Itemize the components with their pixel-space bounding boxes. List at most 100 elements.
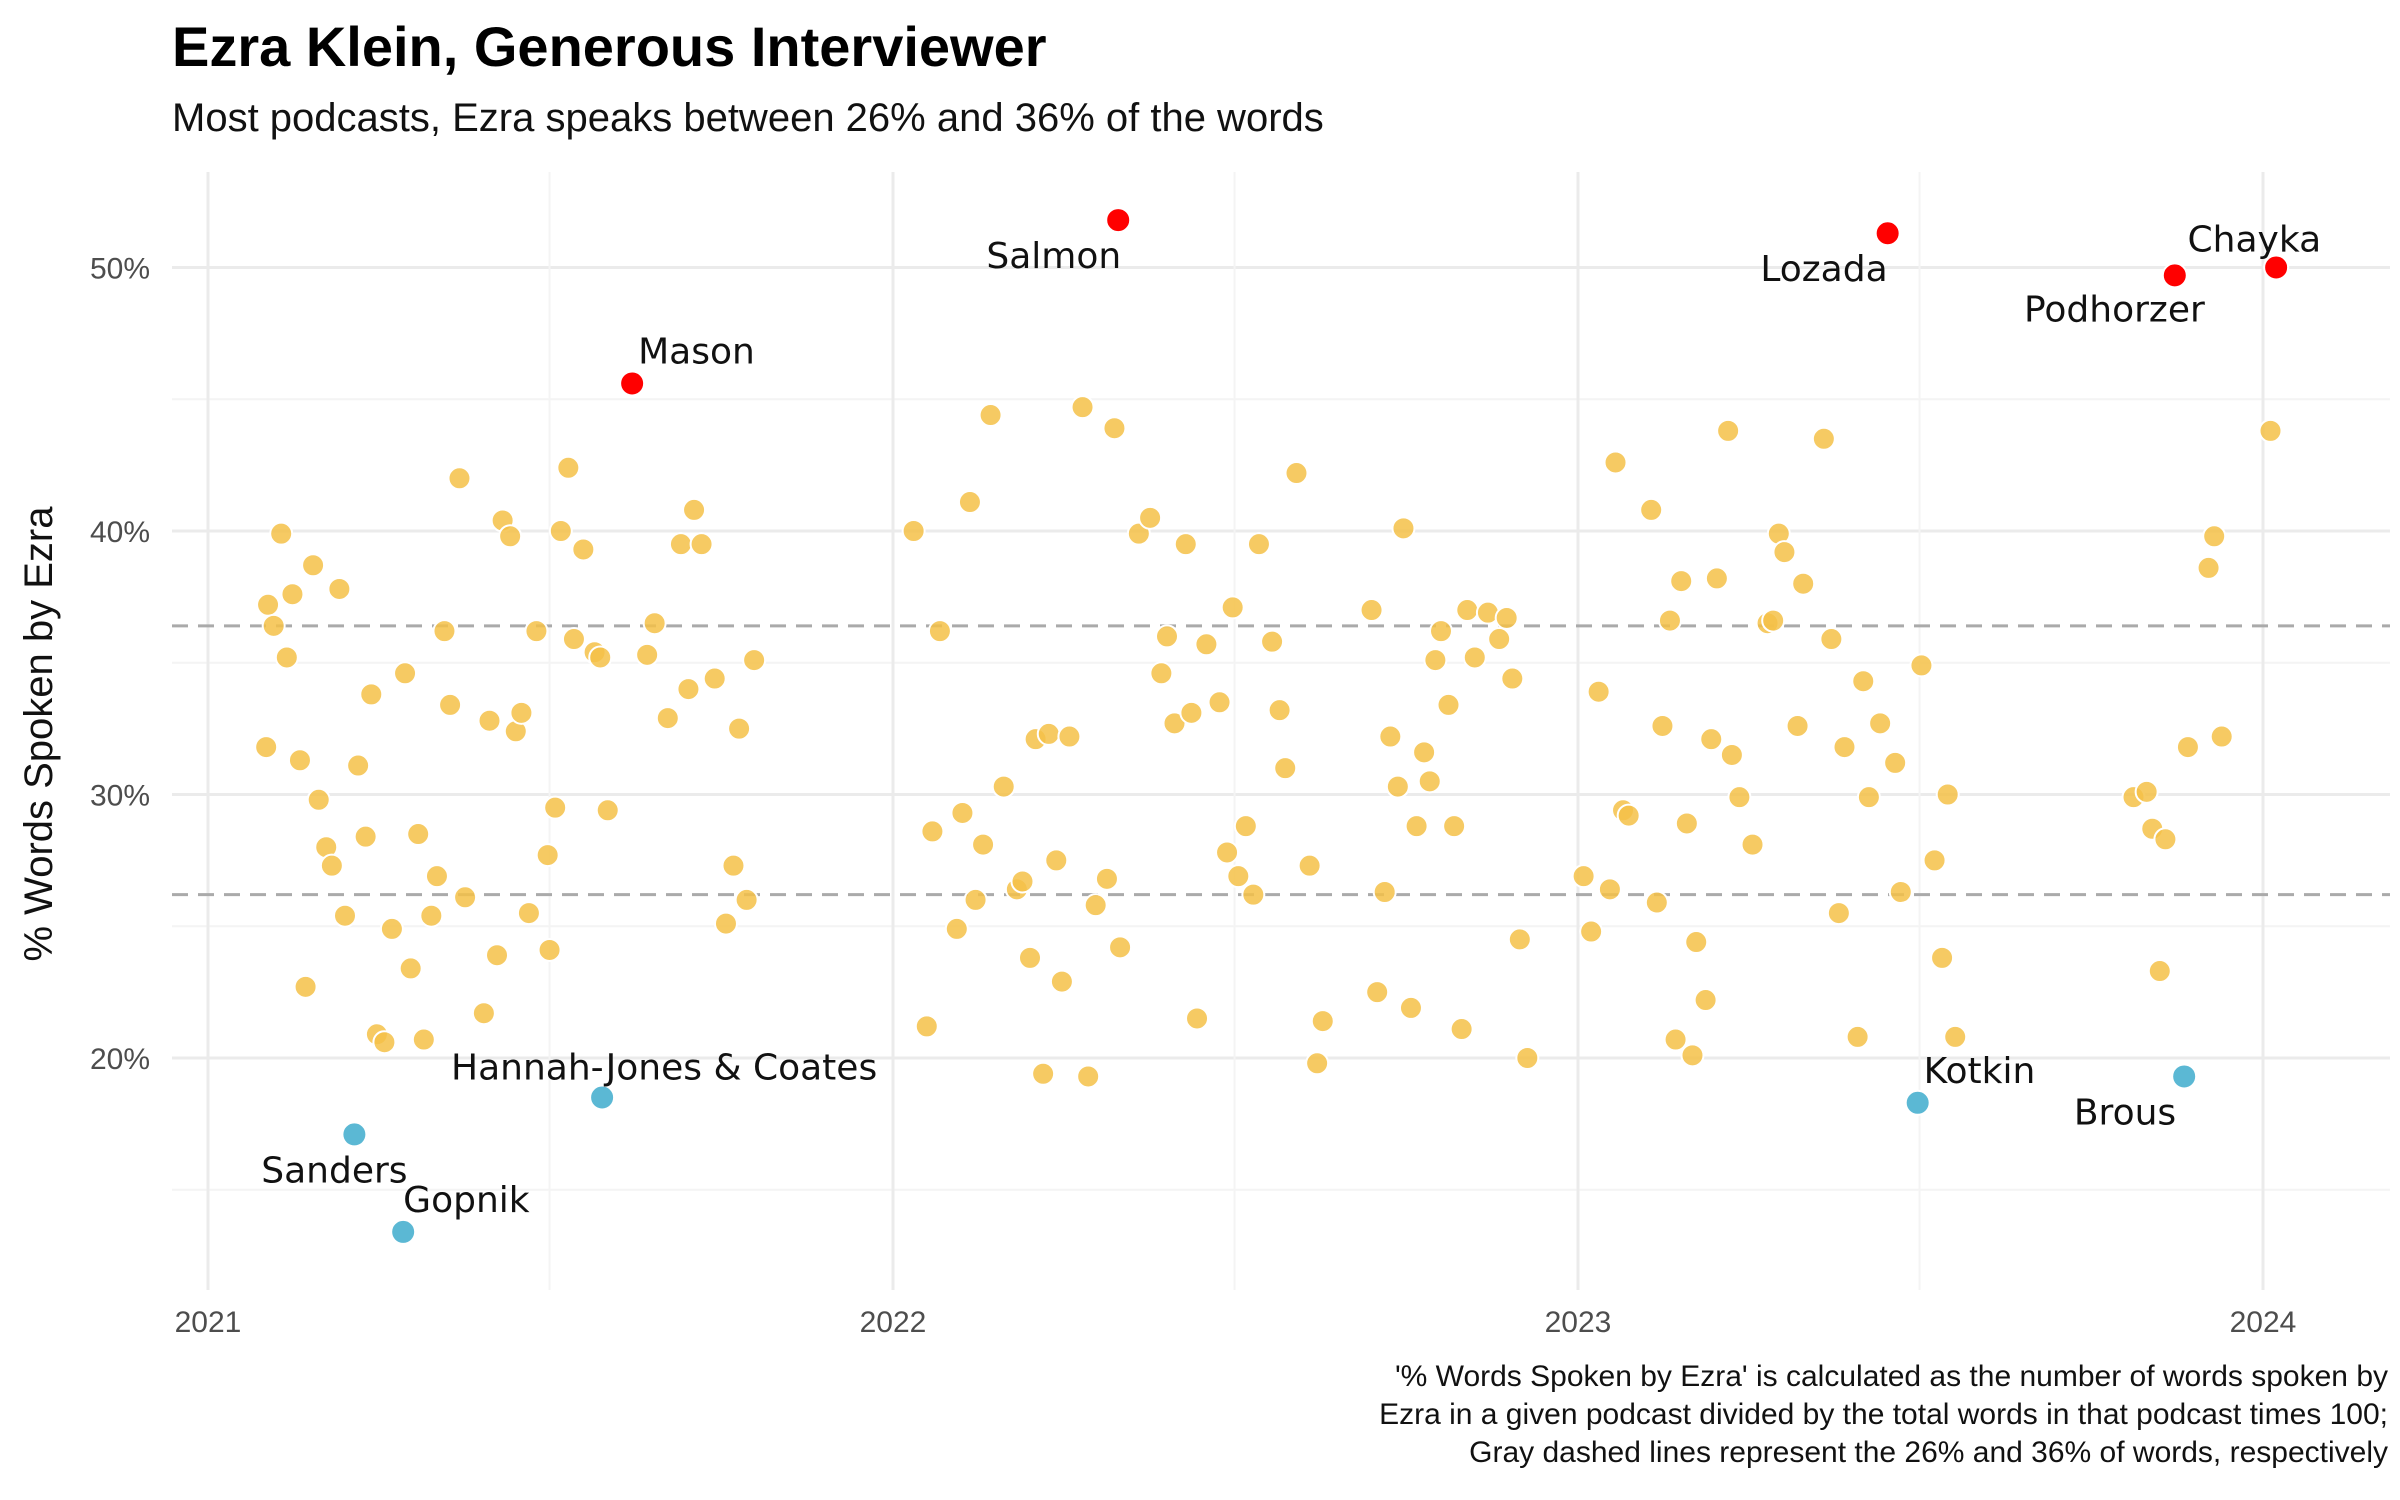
data-point — [406, 822, 431, 847]
point-label: Salmon — [986, 236, 1121, 277]
data-point — [742, 648, 767, 673]
data-point — [1267, 698, 1292, 723]
data-point — [1579, 919, 1604, 944]
data-point — [379, 916, 404, 941]
data-point — [1597, 877, 1622, 902]
point-labels: Mason Salmon Lozada Podhorzer Chayka SandersG… — [261, 220, 2321, 1221]
data-point — [419, 903, 444, 928]
data-point — [1372, 879, 1397, 904]
data-point — [1149, 661, 1174, 686]
data-point — [595, 798, 620, 823]
data-point — [1791, 571, 1816, 596]
point-label: Lozada — [1760, 249, 1887, 290]
data-point — [963, 887, 988, 912]
data-point — [2196, 555, 2221, 580]
data-point — [1930, 945, 1955, 970]
point-label: Gopnik — [403, 1180, 530, 1221]
highlight-points — [341, 207, 2290, 1245]
data-point — [498, 524, 523, 549]
data-point — [1883, 750, 1908, 775]
data-point — [1378, 724, 1403, 749]
x-tick-label: 2024 — [2230, 1306, 2297, 1339]
data-point — [1494, 605, 1519, 630]
data-point — [1856, 785, 1881, 810]
data-point — [447, 466, 472, 491]
x-tick-label: 2023 — [1545, 1306, 1612, 1339]
data-point — [2209, 724, 2234, 749]
y-tick-label: 50% — [90, 253, 150, 286]
data-point — [920, 819, 945, 844]
data-point — [1740, 832, 1765, 857]
data-point — [1070, 395, 1095, 420]
data-point — [1412, 740, 1437, 765]
data-point — [1310, 1009, 1335, 1034]
data-point — [1684, 930, 1709, 955]
data-point — [1044, 848, 1069, 873]
axis-ticks: 20% 30% 40% 50% 2021 2022 2023 2024 — [90, 253, 2296, 1340]
data-point — [1185, 1006, 1210, 1031]
data-point — [734, 887, 759, 912]
data-point — [411, 1027, 436, 1052]
data-point — [432, 619, 457, 644]
data-point — [1423, 648, 1448, 673]
data-point — [1220, 595, 1245, 620]
data-point — [1260, 629, 1285, 654]
x-tick-label: 2022 — [860, 1306, 927, 1339]
data-point — [1693, 988, 1718, 1013]
data-point — [261, 613, 286, 638]
data-point — [1036, 721, 1061, 746]
data-point — [254, 735, 279, 760]
data-point — [702, 666, 727, 691]
data-point — [1215, 840, 1240, 865]
data-point — [1049, 969, 1074, 994]
data-point — [944, 916, 969, 941]
highlight-point — [1105, 207, 1132, 234]
data-point — [2175, 735, 2200, 760]
data-point — [1603, 450, 1628, 475]
data-point — [524, 619, 549, 644]
point-label: Brous — [2074, 1092, 2176, 1133]
data-point — [535, 843, 560, 868]
data-point — [2153, 827, 2178, 852]
data-point — [1819, 627, 1844, 652]
data-point — [1194, 632, 1219, 657]
data-point — [1888, 879, 1913, 904]
data-point — [1162, 711, 1187, 736]
data-point — [1851, 669, 1876, 694]
data-point — [372, 1030, 397, 1055]
highlight-point — [1874, 220, 1901, 247]
data-point — [642, 611, 667, 636]
data-point — [1674, 811, 1699, 836]
data-point — [1076, 1064, 1101, 1089]
point-label: Podhorzer — [2024, 289, 2205, 330]
data-point — [689, 532, 714, 557]
data-point — [655, 706, 680, 731]
data-point — [1785, 713, 1810, 738]
data-point — [676, 677, 701, 702]
data-point — [1455, 598, 1480, 623]
data-point — [346, 753, 371, 778]
data-point — [393, 661, 418, 686]
data-point — [1663, 1027, 1688, 1052]
data-point — [287, 748, 312, 773]
data-point — [1404, 814, 1429, 839]
grid-lines — [172, 172, 2390, 1290]
data-point — [1462, 645, 1487, 670]
data-point — [424, 864, 449, 889]
data-point — [306, 787, 331, 812]
data-point — [256, 592, 281, 617]
data-point — [1102, 416, 1127, 441]
data-point — [1436, 692, 1461, 717]
x-tick-label: 2021 — [175, 1306, 242, 1339]
y-tick-label: 30% — [90, 780, 150, 813]
data-point — [1772, 540, 1797, 565]
point-label: Chayka — [2188, 220, 2322, 261]
data-point — [1868, 711, 1893, 736]
data-point — [453, 885, 478, 910]
data-point — [978, 403, 1003, 428]
data-point — [1650, 713, 1675, 738]
data-point — [1297, 853, 1322, 878]
data-point — [682, 497, 707, 522]
data-point — [1704, 566, 1729, 591]
data-point — [485, 943, 510, 968]
